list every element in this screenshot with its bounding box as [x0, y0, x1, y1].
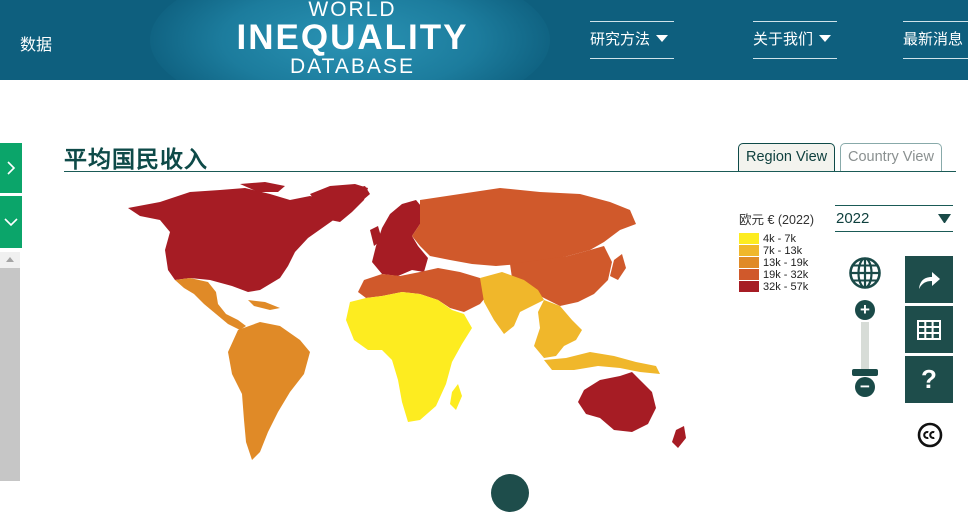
zoom-slider-track[interactable] — [861, 322, 869, 370]
region-australia[interactable] — [578, 372, 656, 432]
legend-swatch — [739, 257, 759, 268]
site-logo[interactable]: WORLD INEQUALITY DATABASE — [225, 0, 480, 78]
table-view-button[interactable] — [905, 306, 953, 353]
region-europe[interactable] — [372, 200, 428, 276]
legend-title: 欧元 € (2022) — [739, 213, 815, 227]
region-indonesia[interactable] — [544, 352, 660, 374]
legend-label: 32k - 57k — [763, 281, 809, 293]
side-panel-toggle[interactable] — [0, 143, 22, 193]
region-madagascar[interactable] — [450, 384, 462, 410]
logo-line-inequality: INEQUALITY — [236, 18, 469, 57]
world-map[interactable] — [120, 180, 700, 480]
nav-menu-news-label: 最新消息 — [903, 31, 964, 48]
legend-swatch — [739, 233, 759, 244]
table-icon — [917, 320, 941, 340]
top-nav-bar: 数据 WORLD INEQUALITY DATABASE 研究方法 关于我们 最… — [0, 0, 968, 80]
logo-glow — [150, 0, 550, 80]
zoom-in-button[interactable]: + — [855, 300, 875, 320]
region-arctic-islands[interactable] — [240, 182, 285, 192]
legend-label: 19k - 32k — [763, 269, 809, 281]
legend-label: 13k - 19k — [763, 257, 809, 269]
globe-icon[interactable] — [848, 256, 882, 290]
year-select[interactable]: 2022 — [835, 205, 953, 232]
chevron-down-icon — [819, 35, 832, 42]
zoom-slider-handle[interactable] — [852, 369, 878, 376]
region-new-zealand[interactable] — [672, 426, 686, 448]
scroll-up-button[interactable] — [0, 252, 20, 268]
nav-menu-about-label: 关于我们 — [753, 31, 814, 48]
year-select-value: 2022 — [836, 210, 870, 227]
chevron-down-icon — [656, 35, 669, 42]
region-greenland[interactable] — [310, 184, 368, 222]
region-japan[interactable] — [610, 254, 626, 280]
region-mena[interactable] — [358, 268, 490, 312]
chevron-down-icon — [938, 214, 951, 223]
region-south-america[interactable] — [228, 322, 310, 460]
region-uk[interactable] — [370, 226, 382, 246]
legend-label: 7k - 13k — [763, 245, 803, 257]
nav-item-data[interactable]: 数据 — [20, 37, 53, 54]
region-south-asia[interactable] — [480, 272, 544, 334]
zoom-out-button[interactable]: − — [855, 377, 875, 397]
title-divider — [64, 171, 956, 172]
legend-swatch — [739, 269, 759, 280]
side-panel-expand[interactable] — [0, 196, 22, 248]
legend-label: 4k - 7k — [763, 233, 797, 245]
page-title: 平均国民收入 — [64, 146, 208, 172]
legend-swatch — [739, 245, 759, 256]
region-russia-central-asia[interactable] — [412, 188, 636, 266]
region-caribbean[interactable] — [248, 300, 280, 310]
nav-menu-methods-label: 研究方法 — [590, 31, 651, 48]
cc-icon[interactable] — [917, 422, 943, 448]
side-scrollbar[interactable] — [0, 252, 20, 481]
chevron-right-icon — [7, 161, 16, 175]
chevron-down-icon — [4, 218, 18, 227]
nav-menu-news[interactable]: 最新消息 — [903, 21, 968, 59]
legend-swatch — [739, 281, 759, 292]
nav-menu-about[interactable]: 关于我们 — [753, 21, 837, 59]
logo-line-world: WORLD — [308, 0, 397, 21]
tab-region-view[interactable]: Region View — [738, 143, 836, 171]
region-southeast-asia[interactable] — [534, 300, 582, 358]
share-button[interactable] — [905, 256, 953, 303]
help-icon: ? — [921, 364, 937, 394]
nav-menu-methods[interactable]: 研究方法 — [590, 21, 674, 59]
help-button[interactable]: ? — [905, 356, 953, 403]
region-north-america[interactable] — [128, 186, 370, 292]
region-sub-saharan-africa[interactable] — [346, 292, 472, 422]
tab-country-view[interactable]: Country View — [840, 143, 942, 171]
share-icon — [919, 272, 940, 289]
region-central-america[interactable] — [175, 278, 246, 330]
scroll-down-button[interactable] — [491, 474, 529, 512]
logo-line-database: DATABASE — [290, 55, 415, 78]
